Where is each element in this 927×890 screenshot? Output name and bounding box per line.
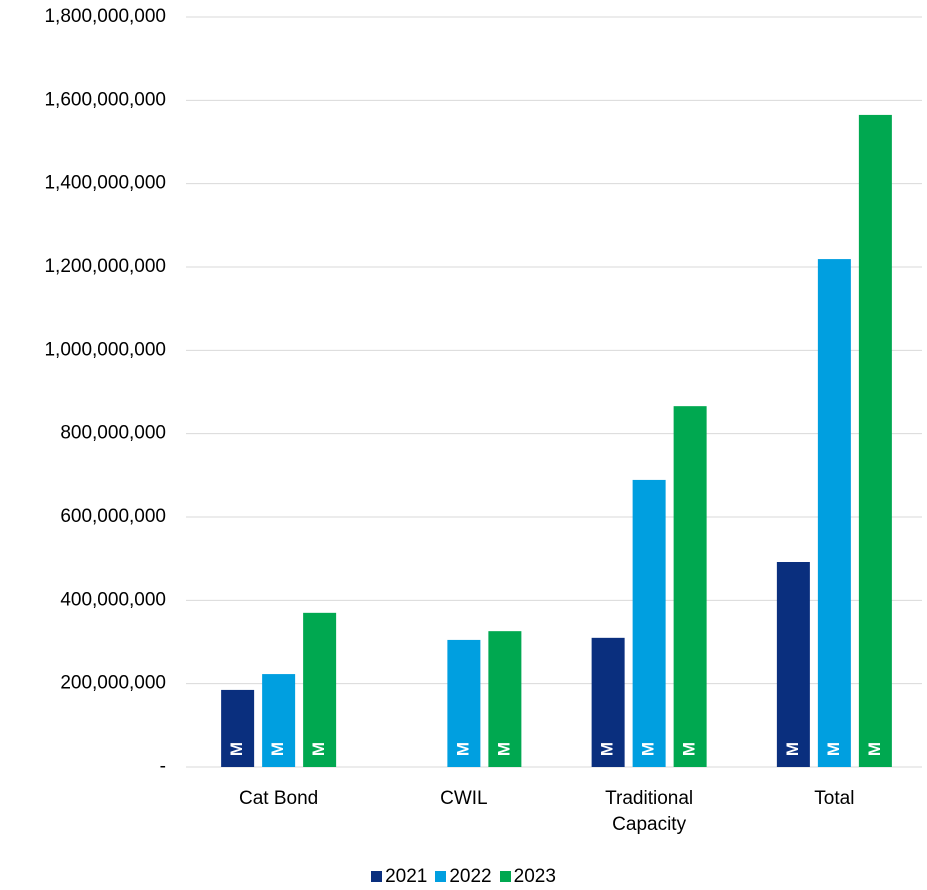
- y-tick-label: 1,800,000,000: [44, 6, 166, 27]
- legend-label: 2022: [449, 866, 492, 887]
- y-tick-label: 1,200,000,000: [44, 256, 166, 277]
- y-tick-label: -: [160, 756, 166, 777]
- legend-label: 2021: [385, 866, 428, 887]
- y-tick-label: 1,600,000,000: [44, 89, 166, 110]
- bar: [858, 114, 892, 767]
- bar: [262, 674, 296, 767]
- bar: [221, 689, 255, 767]
- y-tick-label: 1,400,000,000: [44, 173, 166, 194]
- y-tick-label: 800,000,000: [60, 423, 166, 444]
- bar: [488, 631, 522, 767]
- y-tick-label: 200,000,000: [60, 673, 166, 694]
- legend: 2021 2022 2023: [0, 866, 927, 888]
- value-label: M: [598, 742, 617, 756]
- value-label: M: [309, 742, 328, 756]
- value-label: M: [494, 742, 513, 756]
- bar: [776, 562, 810, 767]
- bar: [817, 259, 851, 767]
- legend-item: 2023: [499, 866, 556, 887]
- y-tick-label: 1,000,000,000: [44, 339, 166, 360]
- bar: [447, 639, 481, 767]
- y-tick-label: 400,000,000: [60, 589, 166, 610]
- y-tick-label: 600,000,000: [60, 506, 166, 527]
- x-tick-label: Total: [814, 788, 855, 809]
- legend-item: 2022: [435, 866, 492, 887]
- bar: [591, 637, 625, 767]
- legend-swatch: [499, 871, 511, 882]
- x-tick-label: Cat Bond: [239, 788, 319, 809]
- legend-swatch: [435, 871, 447, 882]
- bar: [303, 612, 337, 767]
- x-tick-label: Traditional Capacity: [605, 788, 694, 835]
- value-label: M: [865, 742, 884, 756]
- value-label: M: [453, 742, 472, 756]
- bar: [673, 406, 707, 767]
- value-label: M: [639, 742, 658, 756]
- value-label: M: [824, 742, 843, 756]
- value-label: M: [680, 742, 699, 756]
- x-tick-label: CWIL: [440, 788, 488, 809]
- legend-label: 2023: [513, 866, 556, 887]
- legend-swatch: [371, 871, 383, 882]
- value-label: M: [783, 742, 802, 756]
- bar: [632, 479, 666, 767]
- value-label: M: [268, 742, 287, 756]
- value-label: M: [227, 742, 246, 756]
- legend-item: 2021: [371, 866, 427, 887]
